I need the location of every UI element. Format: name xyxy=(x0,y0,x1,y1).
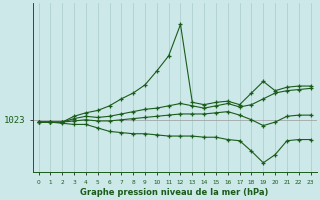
X-axis label: Graphe pression niveau de la mer (hPa): Graphe pression niveau de la mer (hPa) xyxy=(80,188,269,197)
